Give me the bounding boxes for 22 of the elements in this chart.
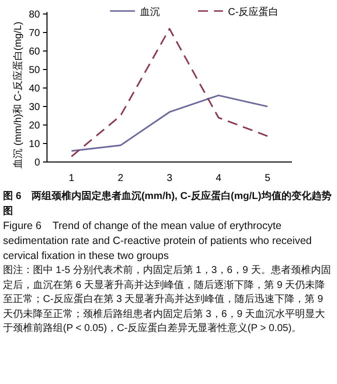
text: 图 6 两组颈椎内固定患者血沉(mm/h), C-反应蛋白(mg/L)均值的变化趋势图 xyxy=(3,190,332,218)
y-tick-label: 30 xyxy=(28,102,40,113)
y-tick-label: 20 xyxy=(28,120,40,132)
y-tick-label: 60 xyxy=(28,46,40,58)
x-tick-label: 3 xyxy=(166,173,173,184)
y-tick-label: 0 xyxy=(34,158,40,168)
y-tick-label: 80 xyxy=(28,10,40,20)
y-axis-title: 血沉 (mm/h)和 C-反应蛋白(mg/L) xyxy=(12,22,24,168)
text: Figure 6 Trend of change of the mean value of erythrocyte sedimentation rate and C-reactive protein of patients who received cervical fixation in these two groups xyxy=(3,219,313,264)
legend-label: C-反应蛋白 xyxy=(228,6,279,18)
line-series xyxy=(70,94,268,152)
x-tick-label: 4 xyxy=(216,173,222,184)
text: 图注：图中 1-5 分别代表术前，内固定后第 1，3，6，9 天。患者颈椎内固定后，血沉在第 6 天显著升高并达到峰值，随后逐渐下降，第 9 天仍未降至正常；C-反应蛋白在第 3 天显著升高并达到峰值，随后迅速下降，第 9 天仍未降至正常；颈椎后路组患者内固定后第 3，6，9 天血沉水平明显大于颈椎前路组(P < 0.05)，C-反应蛋白差异无显著性意义(P > 0.05)。 xyxy=(3,264,332,336)
legend-label: 血沉 xyxy=(140,6,160,18)
x-tick-label: 1 xyxy=(68,173,75,184)
y-tick-label: 10 xyxy=(28,139,40,150)
y-tick-label: 40 xyxy=(28,84,40,94)
x-tick-label: 2 xyxy=(118,173,124,184)
y-tick-label: 50 xyxy=(28,65,40,76)
x-tick-label: 5 xyxy=(264,173,271,184)
y-tick-label: 70 xyxy=(28,28,40,39)
line-series xyxy=(70,28,268,158)
